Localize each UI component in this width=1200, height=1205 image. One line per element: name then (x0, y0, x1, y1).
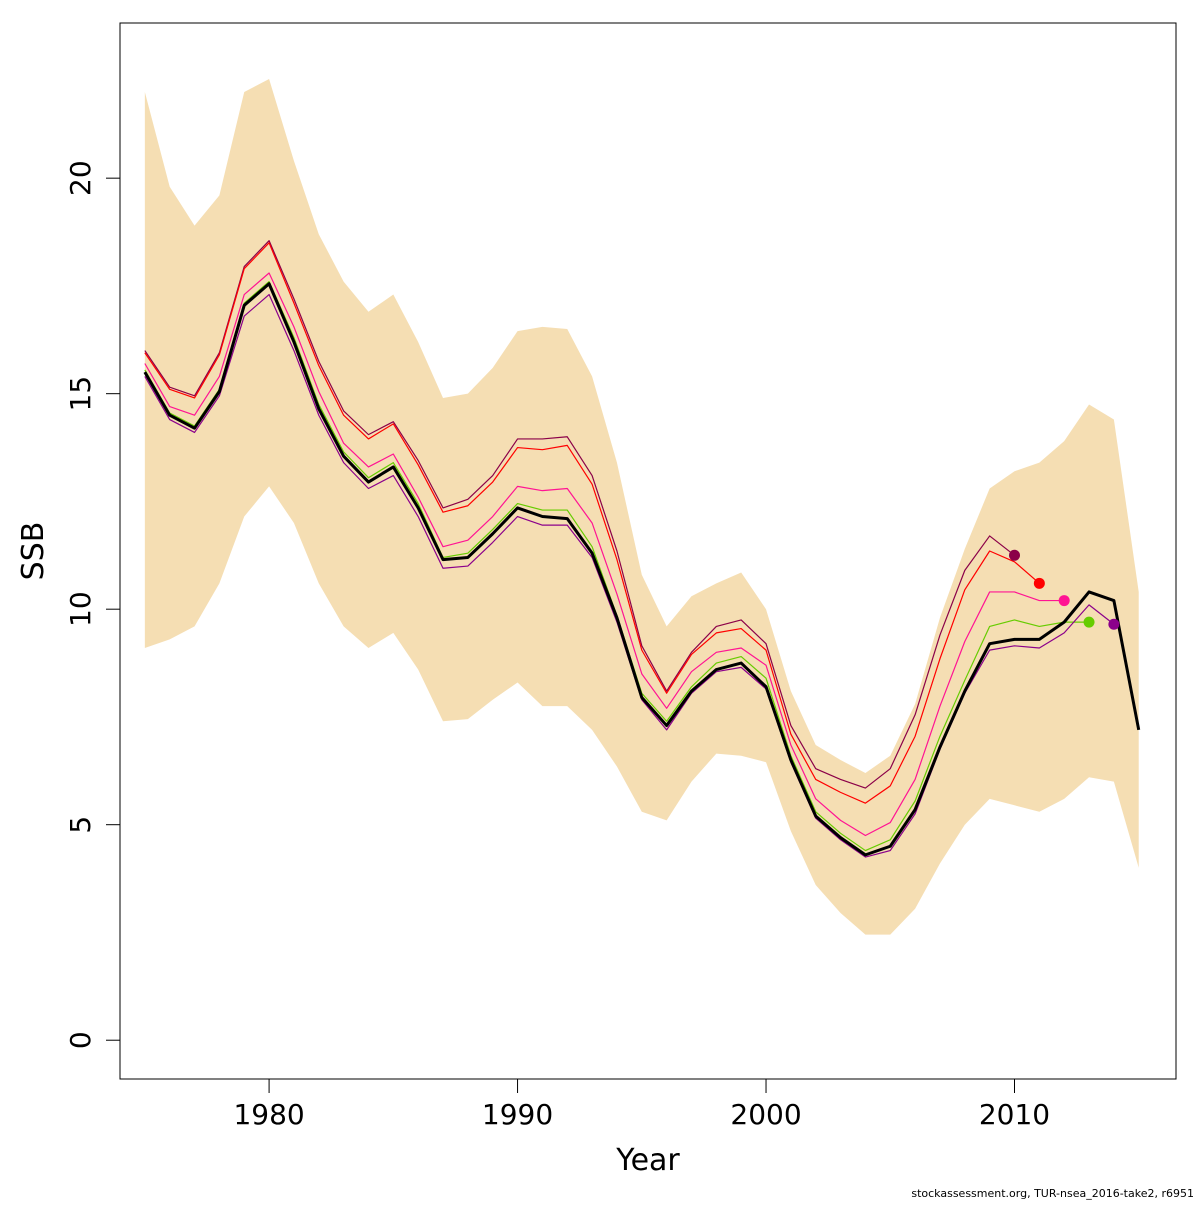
series-end-point-1 (1008, 549, 1020, 561)
y-tick-label: 10 (64, 591, 97, 627)
series-end-point-4 (1083, 616, 1095, 628)
series-line-1 (144, 240, 1015, 789)
series-line-3 (144, 272, 1065, 837)
x-tick-label: 2000 (730, 1098, 801, 1131)
series-line-6 (143, 282, 1141, 857)
y-tick-label: 5 (64, 816, 97, 834)
series-end-point-2 (1033, 577, 1045, 589)
footer-credit: stockassessment.org, TUR-nsea_2016-take2… (911, 1187, 1194, 1200)
x-tick-label: 1990 (482, 1098, 553, 1131)
series-end-point-3 (1058, 595, 1070, 607)
x-axis-title: Year (615, 1143, 680, 1178)
y-tick-label: 15 (64, 376, 97, 412)
y-axis: 0 5 10 15 20 (64, 160, 121, 1049)
y-axis-title: SSB (16, 522, 51, 581)
series-end-point-5 (1108, 618, 1120, 630)
x-tick-label: 2010 (979, 1098, 1050, 1131)
series-line-2 (144, 242, 1040, 804)
confidence-band-layer (144, 79, 1139, 935)
x-tick-label: 1980 (233, 1098, 304, 1131)
x-axis: 1980 1990 2000 2010 (233, 1078, 1050, 1131)
confidence-band (144, 79, 1139, 935)
y-tick-label: 20 (64, 160, 97, 196)
y-tick-label: 0 (64, 1031, 97, 1049)
series-layer (143, 240, 1141, 858)
marker-layer (1008, 549, 1120, 630)
